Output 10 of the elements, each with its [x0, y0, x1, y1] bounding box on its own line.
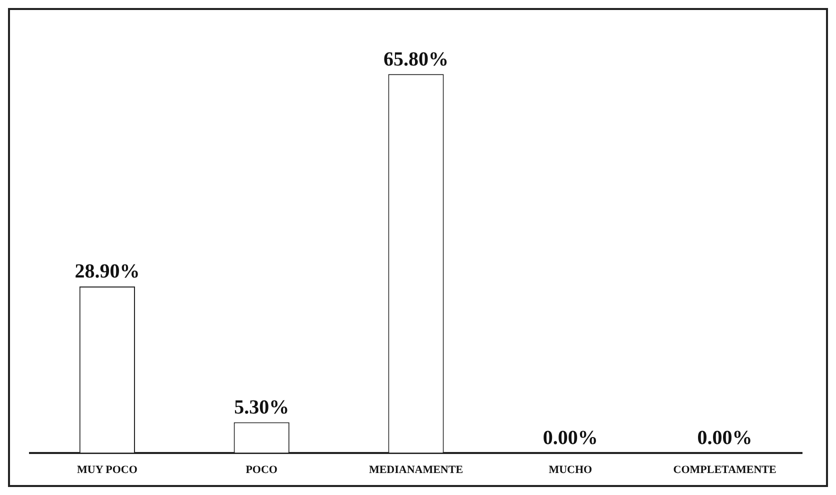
x-tick-label: MEDIANAMENTE: [368, 464, 464, 476]
x-tick-label: POCO: [246, 464, 278, 476]
x-tick-label: COMPLETAMENTE: [673, 464, 776, 476]
data-label: 5.30%: [234, 396, 290, 418]
data-label: 0.00%: [697, 426, 752, 449]
data-label: 65.80%: [384, 48, 448, 70]
data-label: 0.00%: [542, 426, 598, 449]
data-label: 28.90%: [74, 260, 140, 283]
x-tick-label: MUCHO: [548, 464, 593, 476]
x-tick-label: MUY POCO: [77, 464, 138, 476]
